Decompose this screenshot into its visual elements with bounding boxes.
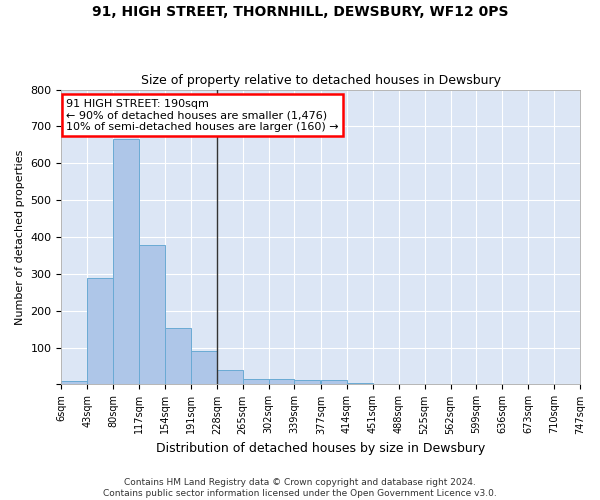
Bar <box>321 380 347 384</box>
Bar <box>165 328 191 384</box>
Bar <box>61 381 87 384</box>
X-axis label: Distribution of detached houses by size in Dewsbury: Distribution of detached houses by size … <box>156 442 485 455</box>
Bar <box>295 380 320 384</box>
Bar <box>191 352 217 384</box>
Bar <box>87 278 113 384</box>
Bar <box>242 379 269 384</box>
Text: Contains HM Land Registry data © Crown copyright and database right 2024.
Contai: Contains HM Land Registry data © Crown c… <box>103 478 497 498</box>
Title: Size of property relative to detached houses in Dewsbury: Size of property relative to detached ho… <box>141 74 501 87</box>
Bar <box>139 244 165 384</box>
Y-axis label: Number of detached properties: Number of detached properties <box>15 150 25 324</box>
Bar <box>113 139 139 384</box>
Bar <box>347 382 373 384</box>
Text: 91 HIGH STREET: 190sqm
← 90% of detached houses are smaller (1,476)
10% of semi-: 91 HIGH STREET: 190sqm ← 90% of detached… <box>67 99 339 132</box>
Bar <box>217 370 242 384</box>
Text: 91, HIGH STREET, THORNHILL, DEWSBURY, WF12 0PS: 91, HIGH STREET, THORNHILL, DEWSBURY, WF… <box>92 5 508 19</box>
Bar <box>269 380 295 384</box>
